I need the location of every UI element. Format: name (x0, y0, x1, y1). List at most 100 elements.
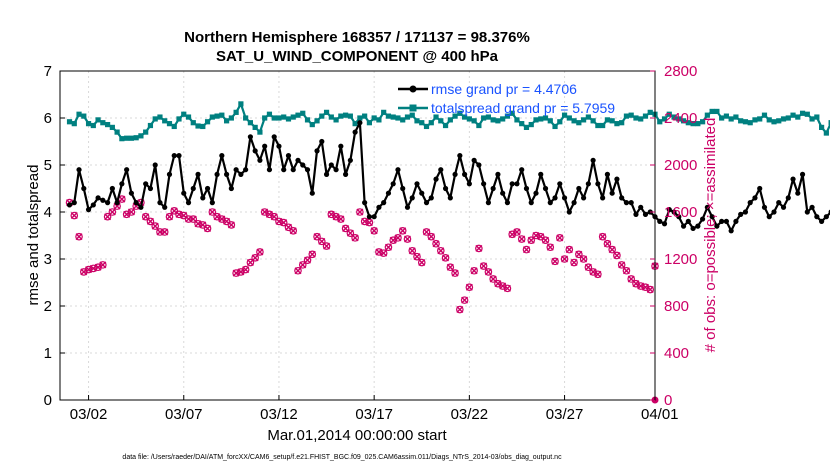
data-file-footnote: data file: /Users/raeder/DAI/ATM_forcXX/… (122, 454, 562, 461)
totalspread-point (200, 123, 206, 130)
rmse-point (714, 223, 720, 229)
rmse-point (243, 167, 249, 173)
obs-assimilated-marker (394, 234, 402, 242)
obs-possible-marker (160, 228, 169, 236)
obs-possible-marker (422, 228, 431, 236)
rmse-point (352, 129, 358, 135)
obs-possible-marker (555, 234, 564, 242)
obs-possible-marker (127, 208, 136, 216)
rmse-point (719, 218, 725, 224)
totalspread-point (438, 118, 444, 124)
chart-title-line2: SAT_U_WIND_COMPONENT @ 400 hPa (216, 48, 499, 65)
obs-assimilated-marker (456, 306, 464, 314)
totalspread-point (799, 110, 806, 116)
obs-possible-marker (456, 305, 464, 314)
obs-cross-stroke (499, 282, 507, 290)
rmse-point (519, 167, 525, 173)
rmse-point (576, 185, 582, 192)
obs-cross-stroke (570, 259, 578, 267)
totalspread-point (804, 111, 810, 117)
obs-possible-marker (541, 236, 550, 245)
rmse-point (685, 218, 691, 224)
obs-assimilated-marker (503, 284, 511, 292)
totalspread-point (376, 117, 382, 123)
rmse-point (190, 185, 196, 192)
obs-possible-marker (222, 217, 231, 226)
obs-assimilated-marker (556, 234, 564, 242)
totalspread-point (333, 117, 339, 123)
totalspread-point (171, 123, 177, 130)
obs-assimilated-marker (465, 283, 473, 291)
totalspread-point (404, 114, 411, 120)
rmse-point (200, 195, 206, 201)
obs-cross-stroke (618, 261, 626, 269)
totalspread-point (761, 112, 768, 118)
left-axis-label: rmse and totalspread (25, 165, 42, 306)
totalspread-point (400, 117, 406, 123)
obs-possible-marker (560, 255, 569, 263)
rmse-point (790, 176, 796, 182)
right-tick-label: 0 (664, 392, 672, 409)
obs-assimilated-marker (470, 267, 478, 275)
obs-assimilated-marker (646, 286, 654, 294)
totalspread-point (704, 112, 710, 118)
totalspread-point (528, 121, 534, 128)
obs-assimilated-marker (356, 208, 364, 216)
obs-possible-marker (279, 218, 288, 227)
obs-possible-marker (317, 237, 326, 246)
left-tick-label: 2 (44, 298, 52, 315)
right-tick-label: 2800 (664, 63, 697, 80)
right-tick-label: 400 (664, 345, 689, 362)
obs-cross-stroke (556, 234, 564, 242)
left-axis-ticks: 0 1 2 3 4 5 6 7 (44, 63, 65, 409)
obs-possible-marker (256, 248, 264, 256)
x-tick-label: 03/12 (260, 406, 298, 423)
rmse-point (381, 200, 387, 206)
right-tick-label: 1600 (664, 204, 697, 221)
left-tick-label: 6 (44, 110, 52, 127)
obs-assimilated-marker (365, 219, 373, 227)
rmse-point (471, 157, 477, 163)
rmse-point (747, 200, 753, 206)
rmse-point (542, 185, 549, 192)
obs-assimilated-marker (118, 195, 126, 203)
totalspread-point (423, 123, 430, 130)
rmse-point (581, 195, 587, 201)
rmse-point (338, 143, 344, 149)
obs-possible-marker (579, 255, 588, 263)
obs-cross-stroke (394, 234, 402, 242)
rmse-point (138, 204, 144, 210)
totalspread-point (285, 116, 292, 122)
obs-assimilated-marker (542, 236, 550, 244)
obs-assimilated-marker (484, 268, 492, 276)
totalspread-point (233, 109, 239, 115)
obs-possible-marker (303, 256, 312, 264)
rmse-point (642, 211, 649, 217)
legend-spread-label: totalspread grand pr = 5.7959 (431, 100, 615, 116)
rmse-point (124, 167, 130, 173)
x-tick-label: 04/01 (641, 406, 679, 423)
rmse-point (757, 185, 763, 192)
obs-cross-stroke (432, 240, 440, 248)
rmse-point (814, 214, 820, 220)
left-tick-label: 4 (44, 204, 52, 221)
rmse-point (533, 190, 539, 196)
obs-cross-stroke (161, 228, 169, 236)
totalspread-point (309, 121, 315, 128)
totalspread-point (466, 116, 472, 122)
obs-possible-marker (384, 243, 393, 252)
obs-assimilated-marker (289, 227, 297, 235)
obs-possible-marker (184, 215, 193, 223)
x-tick-label: 03/17 (355, 406, 393, 423)
obs-assimilated-marker (204, 224, 212, 232)
x-axis-ticks: 03/02 03/07 03/12 03/17 03/22 03/27 04/01 (70, 395, 679, 423)
totalspread-point (262, 115, 268, 121)
totalspread-point (609, 118, 615, 124)
totalspread-point (276, 115, 282, 121)
obs-possible-marker (570, 258, 578, 267)
rmse-point (476, 162, 482, 168)
obs-cross-stroke (622, 267, 630, 275)
rmse-point (328, 162, 334, 168)
left-tick-label: 5 (44, 157, 52, 174)
rmse-point (447, 195, 453, 201)
